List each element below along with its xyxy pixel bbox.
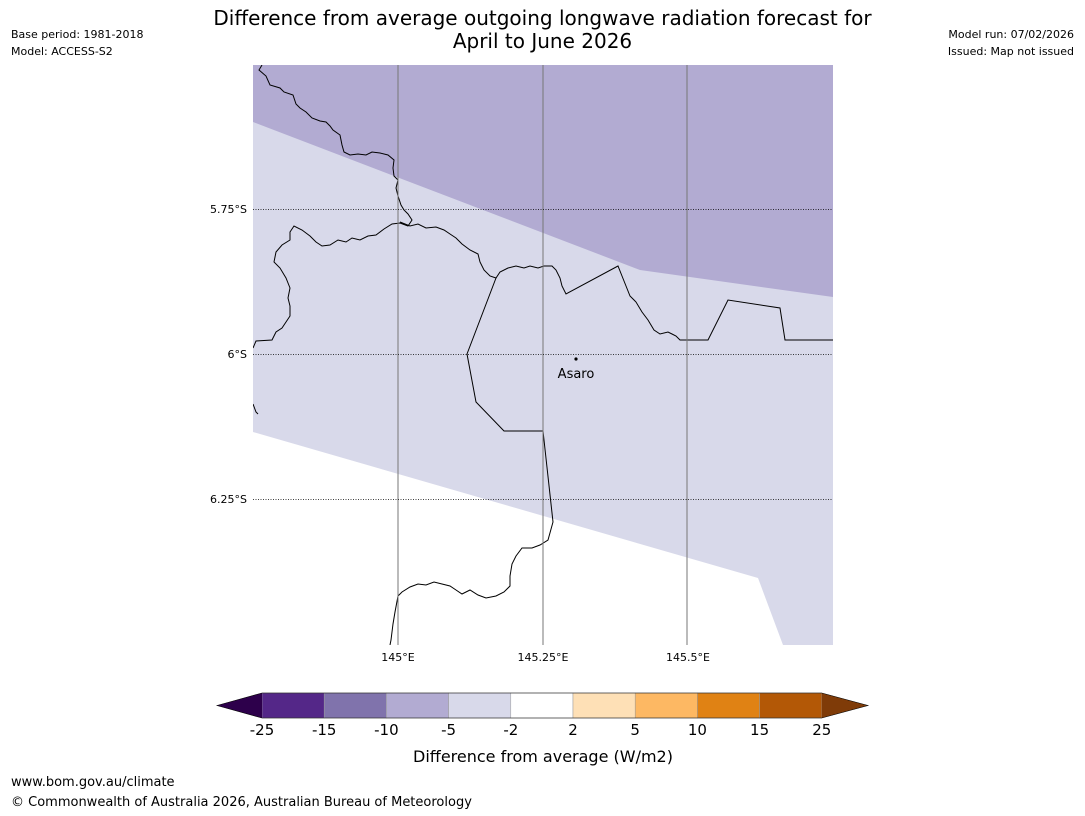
colorbar-segment — [261, 692, 325, 719]
colorbar-segment — [386, 692, 449, 719]
title-line-2: April to June 2026 — [452, 29, 633, 53]
place-label: Asaro — [558, 367, 595, 382]
colorbar-underflow-arrow — [217, 693, 262, 718]
colorbar-segment — [323, 692, 387, 719]
footer-copyright: © Commonwealth of Australia 2026, Austra… — [11, 795, 472, 810]
colorbar-tick-label: 10 — [688, 721, 707, 739]
colorbar-tick-label: -25 — [250, 721, 275, 739]
colorbar-segment — [697, 692, 760, 719]
map-title: Difference from average outgoing longwav… — [0, 7, 1085, 53]
metadata-left: Base period: 1981-2018 Model: ACCESS-S2 — [11, 26, 143, 60]
model-run-text: Model run: 07/02/2026 — [948, 28, 1074, 41]
colorbar: -25 -15 -10 -5 -2 2 5 10 15 25 — [215, 692, 870, 739]
province-border — [389, 277, 554, 645]
coastline-west-fragment — [253, 403, 259, 415]
lat-label: 6°S — [228, 348, 247, 361]
place-marker-asaro — [574, 357, 578, 361]
colorbar-tick-label: 2 — [568, 721, 578, 739]
colorbar-segment — [448, 692, 512, 719]
title-line-1: Difference from average outgoing longwav… — [213, 6, 872, 30]
colorbar-segment — [634, 692, 698, 719]
metadata-right: Model run: 07/02/2026 Issued: Map not is… — [948, 26, 1074, 60]
colorbar-overflow-arrow — [821, 693, 868, 718]
lat-label: 6.25°S — [210, 493, 247, 506]
colorbar-outline — [215, 692, 870, 719]
colorbar-tick-label: -5 — [441, 721, 456, 739]
colorbar-label: Difference from average (W/m2) — [413, 747, 673, 766]
colorbar-segment — [572, 692, 636, 719]
colorbar-tick-label: -15 — [312, 721, 337, 739]
colorbar-segment — [759, 692, 823, 719]
base-period-text: Base period: 1981-2018 — [11, 28, 144, 41]
colorbar-tick-label: -2 — [503, 721, 518, 739]
colorbar-segment — [510, 692, 574, 719]
lon-label: 145.25°E — [518, 651, 569, 664]
colorbar-tick-label: 15 — [750, 721, 769, 739]
model-text: Model: ACCESS-S2 — [11, 45, 113, 58]
coastline-south — [399, 221, 833, 341]
lon-label: 145°E — [381, 651, 414, 664]
colorbar-tick-label: 5 — [630, 721, 640, 739]
colorbar-tick-label: -10 — [374, 721, 399, 739]
lon-label: 145.5°E — [666, 651, 710, 664]
colorbar-tick-label: 25 — [812, 721, 831, 739]
graticule — [253, 65, 833, 645]
coastline — [253, 65, 413, 349]
lat-label: 5.75°S — [210, 203, 247, 216]
issued-text: Issued: Map not issued — [947, 45, 1074, 58]
footer-url: www.bom.gov.au/climate — [11, 775, 175, 790]
